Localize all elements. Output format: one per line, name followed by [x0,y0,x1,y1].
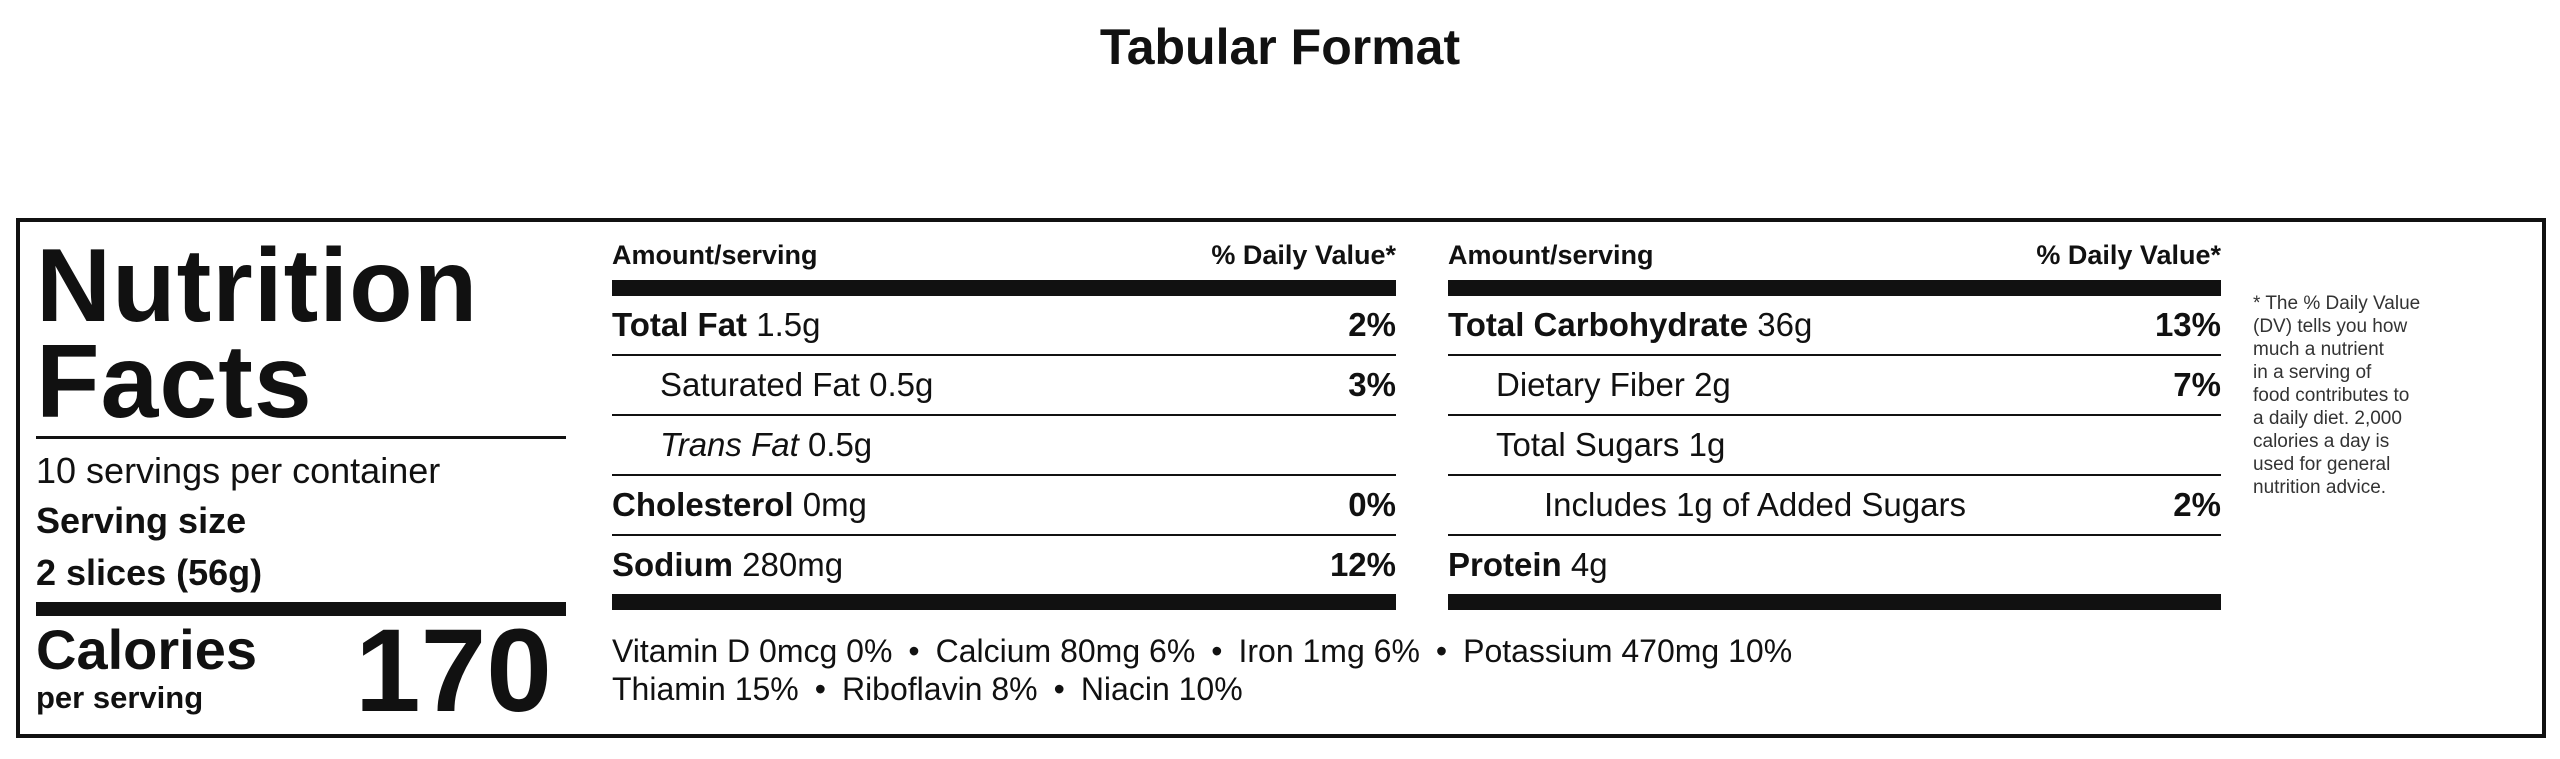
rows: Total Fat 1.5g 2% Saturated Fat 0.5g 3% Tran… [612,296,1396,594]
nutrient: Total Carbohydrate 36g [1448,306,1812,344]
serving-size: 2 slices (56g) [36,552,263,593]
calories-label: Calories [36,618,257,681]
nutrient-name: Trans Fat [660,426,799,463]
vitamin: Iron 1mg 6% [1195,633,1420,669]
nutrient-row: Total Fat 1.5g 2% [612,296,1396,356]
nutrient-row: Dietary Fiber 2g 7% [1448,356,2221,416]
daily-value: 12% [1329,546,1396,583]
nutrient-row: Total Carbohydrate 36g 13% [1448,296,2221,356]
vitamin: Calcium 80mg 6% [892,633,1195,669]
nutrient: Total Fat 1.5g [612,306,820,344]
thick-bar [612,594,1396,610]
daily-value: 2% [2173,486,2221,523]
nutrient-amount: 280mg [742,546,844,583]
vitamin: Riboflavin 8% [799,671,1038,707]
nutrient-row: Protein 4g [1448,536,2221,594]
daily-value: 2% [1348,306,1396,343]
daily-value: 0% [1348,486,1396,523]
nutrient-row: Saturated Fat 0.5g 3% [612,356,1396,416]
header-text: % Daily Value* [1211,240,1396,270]
nutrient-row: Total Sugars 1g [1448,416,2221,476]
nutrient: Protein 4g [1448,546,1608,584]
nutrient: Trans Fat 0.5g [660,426,872,464]
thick-bar [612,280,1396,296]
nutrient: Sodium 280mg [612,546,843,584]
nutrient-row: Sodium 280mg 12% [612,536,1396,594]
nutrient: Total Sugars 1g [1496,426,1725,464]
footnote-line: (DV) tells you how [2253,316,2408,337]
nutrient-amount: 0.5g [869,366,934,403]
nutrient: Dietary Fiber 2g [1496,366,1731,404]
nutrient-name: Total Fat [612,306,748,343]
thick-bar [1448,280,2221,296]
nutrient-amount: 36g [1757,306,1813,343]
footnote-line: calories a day is [2253,431,2390,452]
divider [36,602,566,616]
nutrient: Cholesterol 0mg [612,486,867,524]
heading: Nutrition [36,228,479,344]
nutrient-amount: 0.5g [807,426,873,463]
footnote-line: a daily diet. 2,000 [2253,408,2402,429]
nutrient-column: Amount/serving % Daily Value* Total Carboh… [1448,240,2221,610]
footnote: * The % Daily Value (DV) tells you how muc… [2253,292,2543,499]
rows: Total Carbohydrate 36g 13% Dietary Fiber 2… [1448,296,2221,594]
header-text: % Daily Value* [2036,240,2221,270]
nutrient-amount: 1.5g [756,306,821,343]
page-title: Tabular Format [1099,19,1461,75]
nutrient-column: Amount/serving % Daily Value* Total Fat 1.… [612,240,1396,610]
nutrient-row: Cholesterol 0mg 0% [612,476,1396,536]
nutrient-name: Includes 1g of Added Sugars [1544,486,1966,523]
vitamin: Niacin 10% [1038,671,1243,707]
nutrient-amount: 2g [1694,366,1731,403]
column-header: Amount/serving % Daily Value* [612,240,1396,280]
nutrient-row: Includes 1g of Added Sugars 2% [1448,476,2221,536]
nutrition-label [16,218,2546,738]
calories-value: 170 [355,605,552,737]
divider [36,436,566,439]
nutrient-name: Total Carbohydrate [1448,306,1749,343]
nutrient-amount: 0mg [802,486,867,523]
footnote-line: much a nutrient [2253,339,2384,360]
calories-sub: per serving [36,680,204,715]
header-text: Amount/serving [612,240,818,270]
servings: 10 servings per container [36,450,441,491]
footnote-line: used for general [2253,454,2391,475]
vitamin: Vitamin D 0mcg 0% [612,633,893,669]
nutrient-amount: 1g [1688,426,1726,463]
column-header: Amount/serving % Daily Value* [1448,240,2221,280]
footnote-line: food contributes to [2253,385,2410,406]
nutrient-amount: 4g [1570,546,1608,583]
daily-value: 13% [2154,306,2221,343]
vitamin: Potassium 470mg 10% [1420,633,1792,669]
heading: Facts [36,324,313,440]
vitamin: Thiamin 15% [612,671,799,707]
daily-value: 7% [2173,366,2221,403]
footnote-line: * The % Daily Value [2253,293,2421,314]
serving-size-label: Serving size [36,500,247,541]
vitamin-line: Vitamin D 0mcg 0%Calcium 80mg 6%Iron 1mg… [612,632,1792,670]
nutrient-name: Total Sugars [1496,426,1680,463]
nutrient: Saturated Fat 0.5g [660,366,933,404]
header-text: Amount/serving [1448,240,1654,270]
nutrient-name: Protein [1448,546,1562,583]
nutrient-name: Dietary Fiber [1496,366,1685,403]
daily-value: 3% [1348,366,1396,403]
footnote-line: nutrition advice. [2253,477,2387,498]
footnote-line: in a serving of [2253,362,2372,383]
thick-bar [1448,594,2221,610]
nutrient: Includes 1g of Added Sugars [1544,486,1966,524]
nutrient-name: Sodium [612,546,733,583]
vitamins: Vitamin D 0mcg 0%Calcium 80mg 6%Iron 1mg… [612,632,1792,708]
nutrient-row: Trans Fat 0.5g [612,416,1396,476]
nutrient-name: Cholesterol [612,486,794,523]
nutrient-name: Saturated Fat [660,366,860,403]
vitamin-line: Thiamin 15%Riboflavin 8%Niacin 10% [612,670,1792,708]
